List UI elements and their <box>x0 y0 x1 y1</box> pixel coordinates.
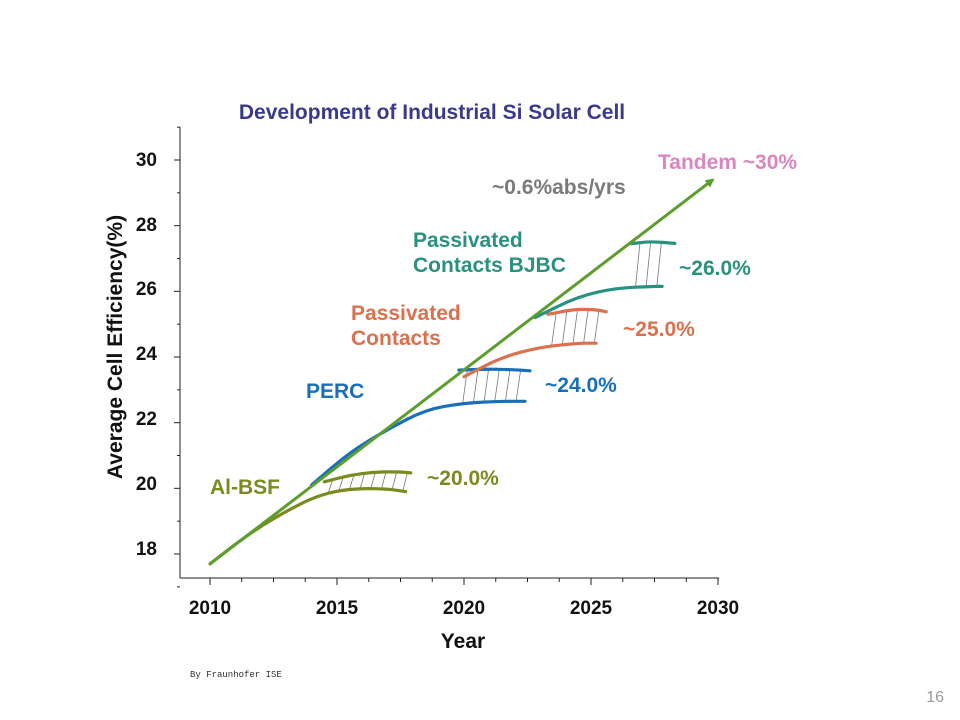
al-bsf-lower-curve <box>208 487 408 566</box>
perc-lower-curve <box>310 399 527 487</box>
passivated-contacts-hatch <box>593 310 600 344</box>
al-bsf-hatch <box>359 473 366 489</box>
x-tick-2010: 2010 <box>189 598 231 619</box>
passivated-contacts-label: Passivated Contacts <box>351 302 467 350</box>
passivated-contacts-bjbc-hatch <box>645 241 652 287</box>
al-bsf-hatch <box>338 476 344 491</box>
x-axis-label: Year <box>441 630 485 653</box>
perc-limit-label: ~24.0% <box>545 374 617 397</box>
bjbc-limit-label: ~26.0% <box>679 257 751 280</box>
trend-slope-label: ~0.6%abs/yrs <box>492 176 626 199</box>
page-number: 16 <box>926 689 944 706</box>
y-tick-22: 22 <box>136 409 157 430</box>
passivated-contacts-lower-curve <box>462 341 598 379</box>
x-tick-2025: 2025 <box>570 598 613 619</box>
series-layer <box>208 240 677 566</box>
al-bsf-hatch <box>349 474 355 490</box>
tandem-label: Tandem ~30% <box>658 151 797 174</box>
passivated-contacts-limit-label: ~25.0% <box>623 318 695 341</box>
perc-upper-curve <box>457 367 532 373</box>
passivated-contacts-hatch <box>551 312 557 347</box>
perc-label: PERC <box>306 380 364 403</box>
axes <box>174 126 719 588</box>
passivated-contacts-bjbc-hatch <box>656 242 662 287</box>
bjbc-label-text-line2: Contacts BJBC <box>413 254 566 277</box>
y-tick-30: 30 <box>136 150 157 171</box>
passivated-contacts-hatch <box>561 310 568 345</box>
y-tick-18: 18 <box>136 539 157 560</box>
al-bsf-limit-label: ~20.0% <box>427 467 499 490</box>
al-bsf-hatch <box>327 479 334 494</box>
al-bsf-hatch <box>370 471 376 489</box>
al-bsf-label: Al-BSF <box>210 476 280 499</box>
al-bsf-hatch <box>381 471 387 489</box>
y-axis-label: Average Cell Efficiency(%) <box>104 215 127 479</box>
passivated-contacts-hatch <box>572 309 578 344</box>
bjbc-label: Passivated Contacts BJBC <box>413 229 566 277</box>
al-bsf-hatch <box>391 471 398 490</box>
passivated-contacts-upper-curve <box>546 307 608 316</box>
trend-arrow <box>209 178 715 566</box>
passivated-contacts-bjbc-hatch <box>635 242 641 288</box>
x-tick-2020: 2020 <box>443 598 485 619</box>
y-tick-24: 24 <box>136 344 158 365</box>
chart-title: Development of Industrial Si Solar Cell <box>239 101 625 124</box>
passivated-contacts-hatch <box>583 309 589 344</box>
bjbc-label-text: Passivated <box>413 229 523 252</box>
x-tick-2030: 2030 <box>697 598 739 619</box>
credit-text: By Fraunhofer ISE <box>190 670 282 680</box>
perc-hatch <box>515 370 521 402</box>
al-bsf-hatch <box>402 472 408 492</box>
annotations: Al-BSF ~20.0% PERC ~24.0% Passivated Con… <box>210 151 797 499</box>
y-tick-26: 26 <box>136 279 157 300</box>
passivated-contacts-label-text-line2: Contacts <box>351 327 441 350</box>
y-tick-20: 20 <box>136 474 157 495</box>
trend-layer <box>209 178 715 566</box>
x-tick-2015: 2015 <box>316 598 359 619</box>
y-tick-28: 28 <box>136 215 157 236</box>
perc-hatch <box>483 369 489 403</box>
x-ticks: 2010 2015 2020 2025 2030 <box>189 598 739 619</box>
perc-hatch <box>505 369 511 402</box>
passivated-contacts-bjbc-upper-curve <box>630 240 677 246</box>
al-bsf-upper-curve <box>322 470 413 484</box>
y-ticks: 18 20 22 24 26 28 30 <box>136 150 158 560</box>
perc-hatch <box>494 369 500 402</box>
passivated-contacts-bjbc-lower-curve <box>533 284 664 320</box>
perc-hatch <box>473 369 479 403</box>
passivated-contacts-label-text: Passivated <box>351 302 461 325</box>
